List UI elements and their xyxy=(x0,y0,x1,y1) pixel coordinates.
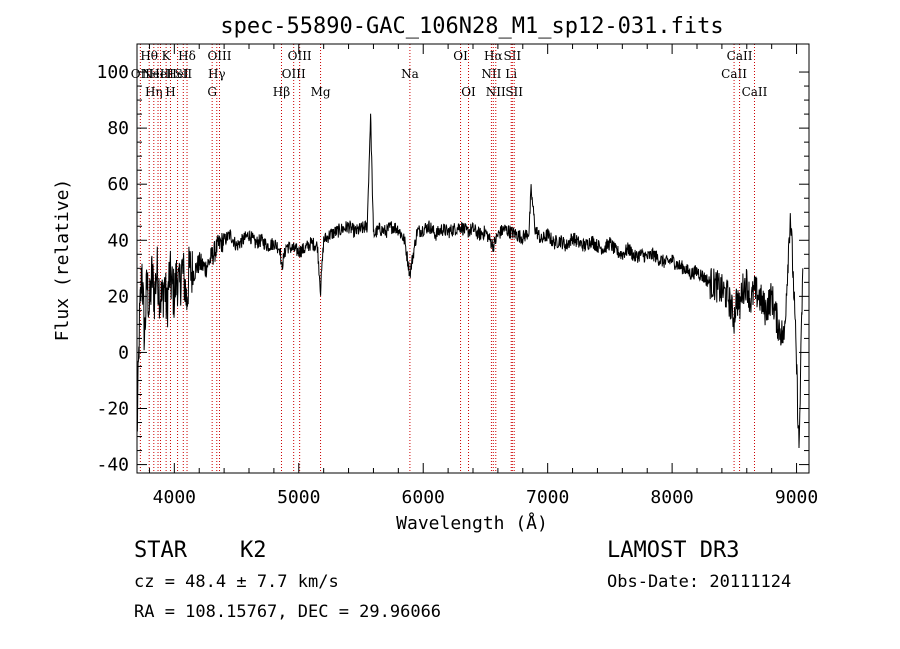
line-marker-label: CaII xyxy=(742,85,768,99)
x-tick-label: 4000 xyxy=(153,487,196,508)
object-subclass: K2 xyxy=(240,538,267,563)
line-marker-label: Na xyxy=(401,67,419,81)
line-marker-label: OI xyxy=(461,85,476,99)
x-axis-label: Wavelength (Å) xyxy=(396,512,548,534)
line-marker-label: Hη xyxy=(145,85,163,99)
x-tick-label: 9000 xyxy=(775,487,818,508)
line-marker-label: Hθ xyxy=(140,49,158,63)
plot-frame xyxy=(136,43,810,474)
line-marker-label: SII xyxy=(174,67,192,81)
line-marker-label: Hγ xyxy=(208,67,226,81)
line-marker-label: OI xyxy=(453,49,468,63)
line-marker-label: Hβ xyxy=(273,85,290,99)
line-marker-label: CaII xyxy=(727,49,753,63)
line-marker-label: K xyxy=(162,49,172,63)
line-marker-label: NII xyxy=(481,67,501,81)
line-marker-label: Hα xyxy=(484,49,503,63)
chart-title: spec-55890-GAC_106N28_M1_sp12-031.fits xyxy=(220,14,723,39)
line-marker-label: NII xyxy=(486,85,506,99)
y-tick-label: -40 xyxy=(96,455,129,476)
flux-line xyxy=(136,113,804,449)
y-tick-label: 80 xyxy=(107,118,129,139)
redshift-readout: cz = 48.4 ± 7.7 km/s xyxy=(134,572,339,592)
line-marker-label: OIII xyxy=(207,49,231,63)
object-class: STAR xyxy=(134,538,187,563)
line-marker-label: OIII xyxy=(288,49,312,63)
survey-name: LAMOST DR3 xyxy=(607,538,740,563)
line-markers: OIIHθHηNeIIIHeIKHHeISIIHδGHγOIIIHβOIIIOI… xyxy=(131,44,768,473)
line-marker-label: Mg xyxy=(311,85,331,99)
x-tick-label: 6000 xyxy=(402,487,445,508)
x-tick-label: 5000 xyxy=(277,487,320,508)
line-marker-label: OII xyxy=(131,67,151,81)
x-tick-label: 8000 xyxy=(650,487,693,508)
y-tick-label: 40 xyxy=(107,230,129,251)
x-tick-label: 7000 xyxy=(526,487,569,508)
axes: 4000 5000 6000 7000 8000 9000 -40 -20 0 20 40 60 80 1… xyxy=(96,44,818,508)
y-tick-label: 60 xyxy=(107,174,129,195)
line-marker-label: OIII xyxy=(282,67,306,81)
y-tick-label: 0 xyxy=(118,342,129,363)
y-tick-label: 100 xyxy=(96,62,129,83)
y-tick-label: 20 xyxy=(107,286,129,307)
line-marker-label: Hδ xyxy=(178,49,196,63)
y-axis-label: Flux (relative) xyxy=(52,179,73,342)
line-marker-label: CaII xyxy=(721,67,747,81)
flux-series xyxy=(136,113,804,449)
coordinates-readout: RA = 108.15767, DEC = 29.96066 xyxy=(134,602,442,622)
y-tick-label: -20 xyxy=(96,399,129,420)
line-marker-label: H xyxy=(165,85,175,99)
line-marker-label: SII xyxy=(505,85,523,99)
line-marker-label: Li xyxy=(505,67,517,81)
line-marker-label: SII xyxy=(503,49,521,63)
line-marker-label: G xyxy=(207,85,217,99)
observation-date: Obs-Date: 20111124 xyxy=(607,572,792,592)
